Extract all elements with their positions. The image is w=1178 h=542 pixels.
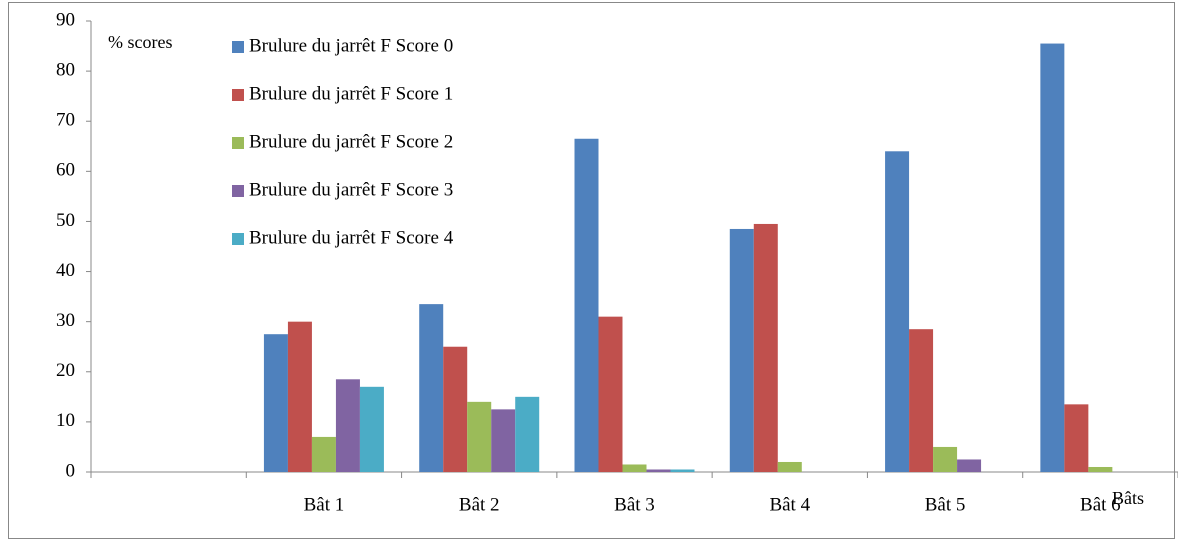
- y-tick-label: 0: [66, 460, 76, 481]
- bar: [957, 459, 982, 472]
- legend-label: Brulure du jarrêt F Score 0: [249, 35, 453, 56]
- bar: [311, 436, 336, 472]
- y-tick-label: 20: [56, 360, 75, 381]
- x-tick-label: Bât 1: [304, 494, 345, 515]
- x-tick-label: Bât 3: [614, 494, 655, 515]
- y-tick-label: 60: [56, 160, 75, 181]
- y-tick-label: 40: [56, 260, 75, 281]
- bar: [622, 464, 647, 472]
- chart-border: [8, 2, 1175, 539]
- y-tick-label: 30: [56, 310, 75, 331]
- legend-swatch: [232, 137, 244, 149]
- legend-swatch: [232, 89, 244, 101]
- x-tick-label: Bât 4: [769, 494, 810, 515]
- legend-label: Brulure du jarrêt F Score 3: [249, 179, 453, 200]
- y-axis-label: % scores: [108, 32, 172, 52]
- x-tick-label: Bât 2: [459, 494, 500, 515]
- y-tick-label: 50: [56, 210, 75, 231]
- legend-label: Brulure du jarrêt F Score 4: [249, 227, 454, 248]
- legend-label: Brulure du jarrêt F Score 2: [249, 131, 453, 152]
- bar: [909, 329, 934, 472]
- bar: [515, 396, 540, 472]
- x-tick-label: Bât 5: [925, 494, 966, 515]
- bar: [491, 409, 516, 472]
- bar: [1064, 404, 1089, 472]
- bar: [419, 304, 444, 472]
- legend-swatch: [232, 185, 244, 197]
- x-axis-label: Bâts: [1112, 488, 1144, 508]
- y-tick-label: 10: [56, 410, 75, 431]
- legend-swatch: [232, 41, 244, 53]
- bar: [670, 469, 695, 472]
- y-tick-label: 70: [56, 110, 75, 131]
- legend-label: Brulure du jarrêt F Score 1: [249, 83, 453, 104]
- bar: [1040, 43, 1065, 473]
- legend-swatch: [232, 233, 244, 245]
- bar: [467, 401, 492, 472]
- bar: [646, 469, 671, 472]
- bar: [287, 321, 312, 472]
- bar: [933, 446, 958, 472]
- bar: [335, 379, 360, 472]
- bar: [777, 461, 802, 472]
- bar: [1088, 466, 1113, 472]
- bar: [263, 334, 288, 472]
- bar: [885, 151, 910, 473]
- bar: [443, 346, 468, 472]
- bar: [359, 386, 384, 472]
- y-tick-label: 80: [56, 59, 75, 80]
- bar: [574, 138, 599, 472]
- y-tick-label: 90: [56, 9, 75, 30]
- bar: [598, 316, 623, 472]
- bar: [753, 223, 778, 472]
- bar: [729, 228, 754, 472]
- x-tick-label: Bât 6: [1080, 494, 1121, 515]
